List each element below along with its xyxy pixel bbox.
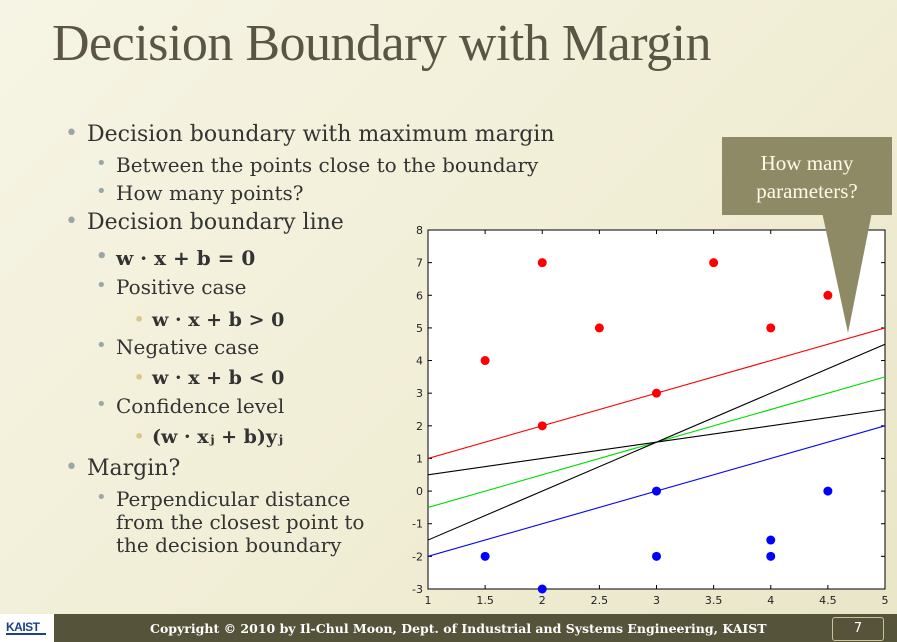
- y-tick-label: 5: [416, 322, 423, 335]
- footer-copyright: Copyright © 2010 by Il-Chul Moon, Dept. …: [150, 621, 767, 636]
- data-point: [823, 290, 833, 300]
- footer-bar: [0, 614, 897, 642]
- y-tick-label: 2: [416, 420, 423, 433]
- bullet-text: Negative case: [116, 335, 260, 359]
- data-point: [652, 486, 661, 496]
- bullet-item: • Between the points close to the boundar…: [96, 153, 539, 177]
- data-point: [766, 551, 776, 561]
- bullet-dot: •: [65, 121, 78, 146]
- y-tick-label: -1: [412, 518, 423, 531]
- bullet-dot: •: [96, 153, 107, 174]
- bullet-dot: •: [65, 455, 78, 480]
- y-tick-label: -2: [412, 550, 423, 563]
- x-tick-label: 1.5: [476, 594, 494, 607]
- bullet-dot: •: [96, 394, 107, 415]
- x-tick-label: 1: [425, 594, 432, 607]
- x-tick-label: 3.5: [705, 594, 723, 607]
- data-point: [766, 323, 776, 333]
- data-point: [766, 535, 776, 545]
- bullet-text: Confidence level: [116, 394, 285, 418]
- data-point: [652, 551, 661, 561]
- bullet-dot: •: [134, 310, 145, 329]
- y-tick-label: -3: [412, 583, 423, 596]
- bullet-item: • Confidence level: [96, 394, 285, 418]
- slide-title: Decision Boundary with Margin: [52, 15, 712, 72]
- bullet-item: • Decision boundary with maximum margin: [65, 121, 555, 147]
- y-tick-label: 1: [416, 452, 423, 465]
- data-point: [594, 323, 604, 333]
- bullet-text: Positive case: [116, 275, 247, 299]
- bullet-text: the decision boundary: [116, 533, 342, 557]
- bullet-text: Perpendicular distance: [116, 487, 351, 511]
- bullet-item: • Negative case: [96, 335, 260, 359]
- y-tick-label: 6: [416, 289, 423, 302]
- y-tick-label: 0: [416, 485, 423, 498]
- bullet-dot: •: [96, 275, 107, 296]
- x-tick-label: 5: [882, 594, 889, 607]
- bullet-dot: •: [65, 209, 78, 234]
- callout-line-1: How many: [760, 151, 854, 175]
- scatter-plot: 1 1.5 2 2.5 3 3.5 4 4.5 5 -3 -2 -1 0 1 2 3 4 5 6 7 8: [412, 224, 889, 607]
- data-point: [709, 258, 719, 268]
- data-point: [537, 584, 547, 594]
- bullet-text: Between the points close to the boundary: [116, 153, 539, 177]
- data-point: [823, 486, 833, 496]
- bullet-item: • (w · xⱼ + b)yⱼ: [134, 426, 283, 448]
- logo-text: KAIST: [6, 620, 40, 634]
- data-point: [537, 258, 547, 268]
- data-point: [480, 356, 490, 366]
- bullet-item: • w · x + b > 0: [134, 309, 285, 331]
- bullet-dot: •: [134, 427, 145, 446]
- bullet-text-continued: from the closest point to: [116, 510, 364, 534]
- plot-area: [427, 229, 886, 590]
- bullet-dot: •: [134, 368, 145, 387]
- logo-underline: [6, 633, 46, 635]
- bullet-dot: •: [96, 487, 107, 508]
- bullet-text: Margin?: [87, 456, 181, 481]
- x-tick-label: 2: [539, 594, 546, 607]
- equation-text: w · x + b = 0: [116, 246, 256, 270]
- bullet-text-continued: the decision boundary: [116, 533, 341, 557]
- callout-line-2: parameters?: [756, 179, 858, 203]
- bullet-dot: •: [96, 335, 107, 356]
- x-tick-label: 4: [767, 594, 774, 607]
- y-tick-label: 4: [416, 355, 423, 368]
- bullet-text: How many points?: [116, 181, 304, 205]
- bullet-dot: •: [96, 181, 107, 202]
- data-point: [537, 421, 547, 431]
- bullet-text: from the closest point to: [116, 510, 365, 534]
- boundary-line: [428, 408, 885, 476]
- bullet-item: • Margin?: [65, 455, 181, 481]
- y-tick-label: 3: [416, 387, 423, 400]
- y-tick-label: 7: [416, 257, 423, 270]
- data-point: [480, 551, 490, 561]
- bullet-item: • w · x + b < 0: [134, 367, 285, 389]
- bullet-item: • How many points?: [96, 181, 304, 205]
- x-tick-label: 2.5: [591, 594, 609, 607]
- data-point: [652, 388, 661, 398]
- page-number: 7: [832, 617, 884, 641]
- kaist-logo: KAIST: [0, 614, 54, 642]
- bullet-text: Decision boundary with maximum margin: [87, 122, 555, 147]
- x-tick-label: 3: [653, 594, 660, 607]
- x-tick-label: 4.5: [819, 594, 837, 607]
- bullet-text: Decision boundary line: [87, 210, 344, 235]
- bullet-dot: •: [96, 246, 108, 267]
- bullet-item: • Perpendicular distance: [96, 487, 351, 511]
- bullet-item: • Decision boundary line: [65, 209, 344, 235]
- equation-text: w · x + b < 0: [152, 367, 285, 389]
- equation-text: (w · xⱼ + b)yⱼ: [152, 426, 283, 448]
- bullet-item: • Positive case: [96, 275, 247, 299]
- callout-box: How many parameters?: [722, 137, 892, 215]
- equation-text: w · x + b > 0: [152, 309, 285, 331]
- y-tick-label: 8: [416, 224, 423, 237]
- bullet-item: • w · x + b = 0: [96, 246, 256, 270]
